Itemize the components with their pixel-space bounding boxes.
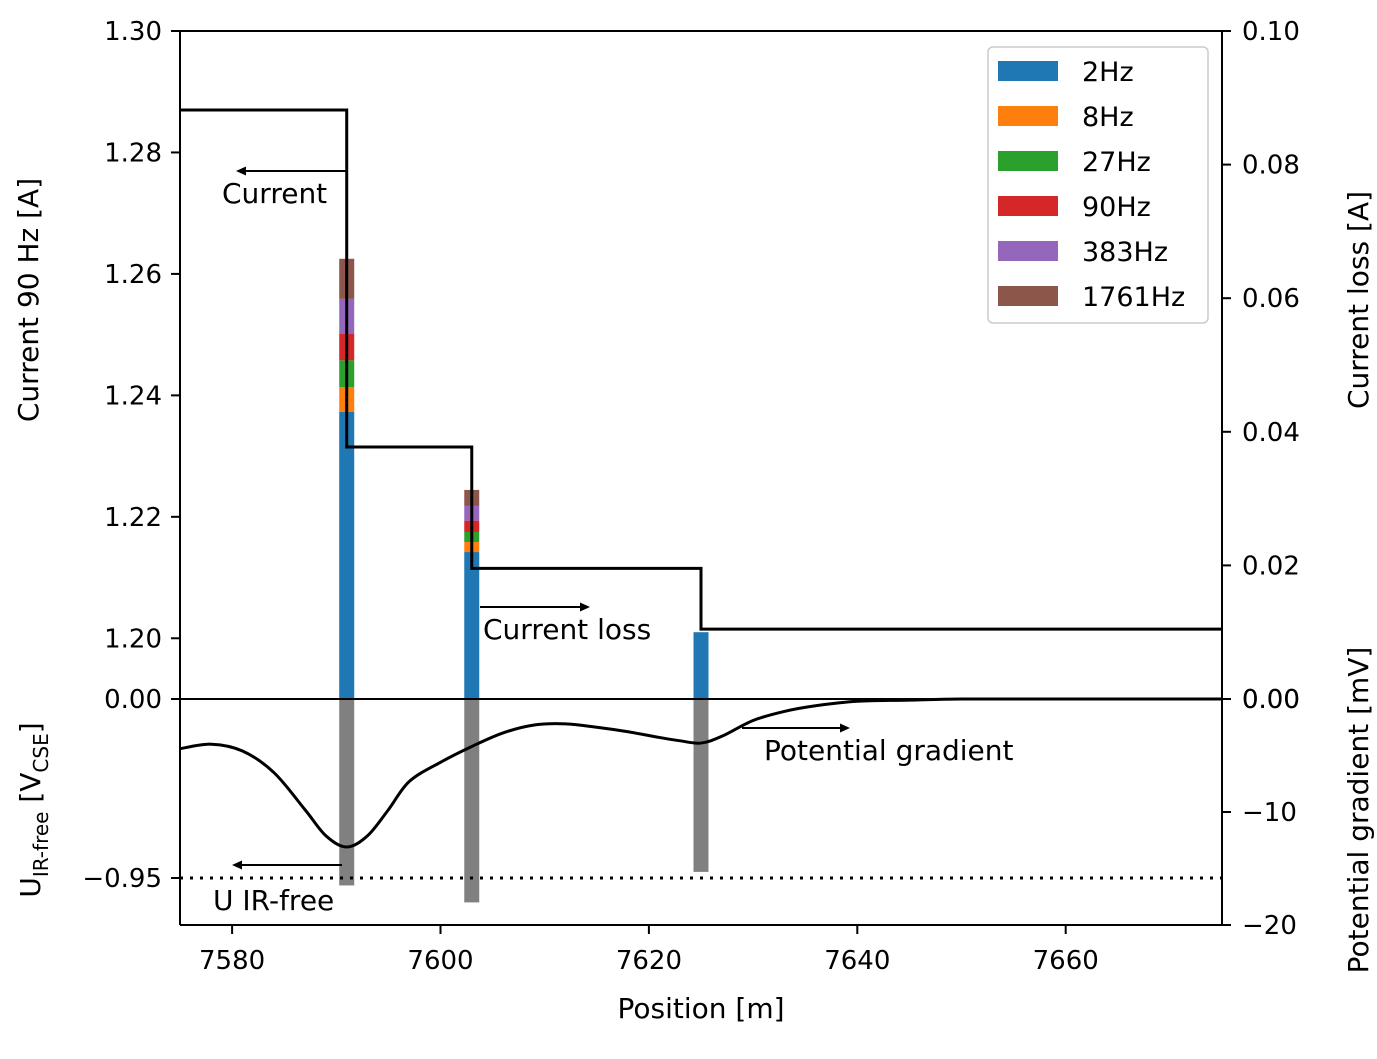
legend-swatch-27Hz — [998, 151, 1058, 171]
annotation-current: Current — [222, 177, 327, 210]
gray-bar-1 — [464, 699, 480, 903]
loss-bar-2-2Hz — [693, 632, 709, 699]
axis-ticks: 7580 7600 7620 7640 7660 1.20 1.22 1.24 1.26 1.28… — [82, 17, 1300, 976]
legend-swatch-90Hz — [998, 196, 1058, 216]
top-left-tick-label: 1.28 — [104, 138, 162, 168]
bottom-right-axis-label: Potential gradient [mV] — [1342, 647, 1375, 974]
legend-swatch-8Hz — [998, 106, 1058, 126]
legend-swatch-2Hz — [998, 61, 1058, 81]
arrowhead-current — [236, 166, 246, 176]
x-tick-label: 7620 — [616, 946, 682, 976]
legend-label-27Hz: 27Hz — [1082, 147, 1151, 178]
top-left-tick-label: 1.26 — [104, 260, 162, 290]
legend: 2Hz 8Hz 27Hz 90Hz 383Hz 1761Hz — [998, 57, 1185, 313]
top-right-tick-label: 0.02 — [1242, 551, 1300, 581]
top-right-tick-label: 0.00 — [1242, 685, 1300, 715]
bottom-left-tick-label: 0.00 — [104, 685, 162, 715]
legend-label-8Hz: 8Hz — [1082, 102, 1134, 133]
loss-bar-1-2Hz — [464, 552, 480, 699]
arrowhead-current-loss — [580, 602, 590, 612]
top-left-tick-label: 1.20 — [104, 624, 162, 654]
x-axis-label: Position [m] — [617, 992, 784, 1025]
top-right-tick-label: 0.10 — [1242, 17, 1300, 47]
top-left-tick-label: 1.22 — [104, 503, 162, 533]
bottom-left-axis-label: UIR-free [VCSE] — [14, 722, 53, 897]
top-right-tick-label: 0.08 — [1242, 151, 1300, 181]
annotation-u-ir-free: U IR-free — [213, 884, 334, 917]
bottom-right-tick-label: −10 — [1242, 798, 1297, 828]
top-left-tick-label: 1.24 — [104, 381, 162, 411]
gray-bar-0 — [339, 699, 355, 886]
legend-label-1761Hz: 1761Hz — [1082, 282, 1185, 313]
bottom-right-tick-label: 0.00 — [1242, 685, 1300, 715]
annotation-potential-gradient: Potential gradient — [764, 734, 1014, 767]
loss-bar-0-2Hz — [339, 411, 355, 699]
annotation-current-loss: Current loss — [483, 613, 651, 646]
legend-swatch-1761Hz — [998, 286, 1058, 306]
top-right-tick-label: 0.04 — [1242, 418, 1300, 448]
potential-gradient-line — [179, 697, 1222, 849]
top-left-axis-label: Current 90 Hz [A] — [12, 178, 45, 422]
arrowhead-potential-gradient — [840, 723, 850, 733]
x-tick-label: 7660 — [1033, 946, 1099, 976]
top-right-axis-label: Current loss [A] — [1342, 191, 1375, 409]
x-tick-label: 7640 — [824, 946, 890, 976]
gray-bar-2 — [693, 699, 709, 872]
bottom-left-tick-label: −0.95 — [82, 864, 162, 894]
legend-label-90Hz: 90Hz — [1082, 192, 1151, 223]
top-left-tick-label: 1.30 — [104, 17, 162, 47]
x-tick-label: 7600 — [407, 946, 473, 976]
x-tick-label: 7580 — [199, 946, 265, 976]
legend-label-2Hz: 2Hz — [1082, 57, 1134, 88]
bottom-right-tick-label: −20 — [1242, 911, 1297, 941]
top-right-tick-label: 0.06 — [1242, 284, 1300, 314]
arrowhead-u-ir-free — [232, 860, 242, 870]
current-step-line — [180, 108, 1222, 631]
legend-label-383Hz: 383Hz — [1082, 237, 1168, 268]
legend-swatch-383Hz — [998, 241, 1058, 261]
